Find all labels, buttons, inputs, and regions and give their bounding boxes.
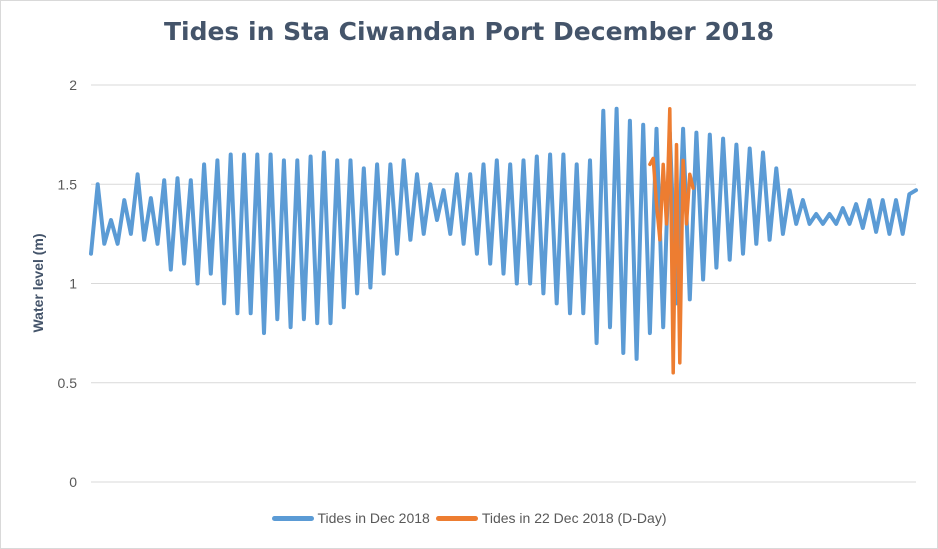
y-tick-label: 2: [69, 77, 77, 93]
series-line-d-day: [648, 107, 695, 375]
y-tick-label: 1.5: [58, 176, 78, 192]
legend-swatch-d-day: [435, 515, 478, 521]
legend-swatch-dec-2018: [271, 515, 314, 521]
legend-label-dec-2018: Tides in Dec 2018: [317, 510, 430, 526]
y-tick-label: 0: [69, 474, 77, 490]
y-tick-label: 0.5: [58, 375, 78, 391]
y-tick-label: 1: [69, 276, 77, 292]
legend-label-d-day: Tides in 22 Dec 2018 (D-Day): [481, 510, 667, 526]
chart-title: Tides in Sta Ciwandan Port December 2018: [163, 17, 775, 46]
y-axis-title: Water level (m): [30, 233, 46, 332]
series-line-dec-2018: [89, 106, 918, 361]
legend-item-dec-2018: Tides in Dec 2018: [271, 510, 430, 526]
legend: Tides in Dec 2018 Tides in 22 Dec 2018 (…: [1, 510, 937, 526]
legend-item-d-day: Tides in 22 Dec 2018 (D-Day): [435, 510, 667, 526]
